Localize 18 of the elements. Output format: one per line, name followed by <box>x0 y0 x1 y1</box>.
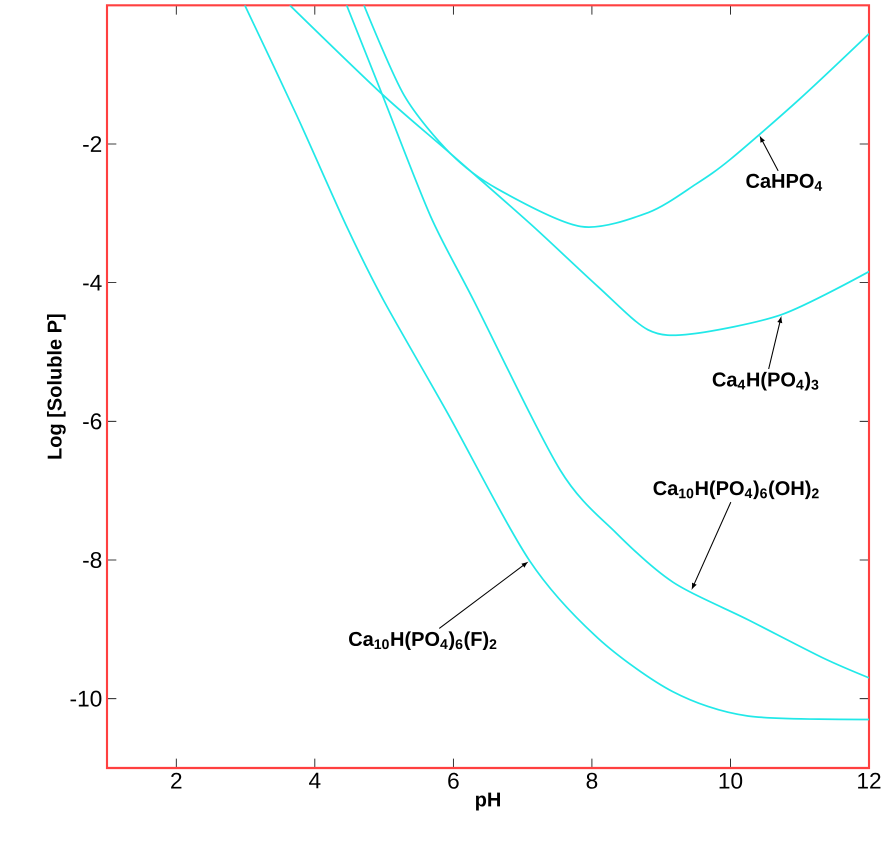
annotation: Ca$_{4}$H(PO$_{4}$)$_{3}$ <box>712 372 818 391</box>
line-series <box>244 5 870 720</box>
x-tick-label: 6 <box>448 772 459 789</box>
x-tick-label: 2 <box>171 772 182 789</box>
y-axis-title: Log [Soluble P] <box>46 314 66 459</box>
annotation: Ca$_{10}$H(PO$_{4}$)$_{6}$(OH)$_{2}$ <box>654 480 819 500</box>
x-axis-title: pH <box>476 792 500 810</box>
x-tick-label: 10 <box>720 772 742 789</box>
x-tick-label: 12 <box>858 772 880 789</box>
annotation: Ca$_{10}$H(PO$_{4}$)$_{6}$(F)$_{2}$ <box>349 631 496 650</box>
y-tick-label: -8 <box>83 552 102 568</box>
y-tick-label: -10 <box>70 690 102 707</box>
x-tick-label: 8 <box>586 772 598 789</box>
annotation: CaHPO$_{4}$ <box>746 174 822 191</box>
y-tick-label: -6 <box>83 413 102 430</box>
y-tick-label: -4 <box>83 274 102 290</box>
y-tick-label: -2 <box>83 136 102 152</box>
x-tick-label: 4 <box>309 772 320 788</box>
